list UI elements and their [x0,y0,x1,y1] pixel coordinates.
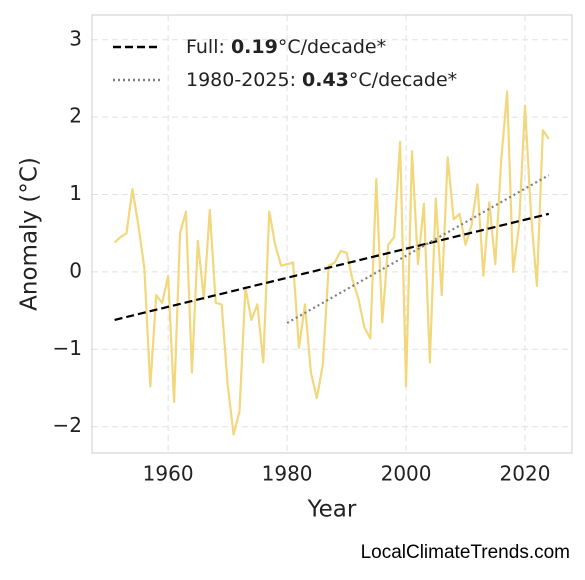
x-tick-label: 1980 [262,462,313,486]
legend-label: Full: 0.19°C/decade* [186,36,386,58]
legend-label-part: Full: [186,36,231,58]
x-axis-label: Year [307,497,357,523]
y-tick-label: 3 [69,26,82,50]
legend-label-part: °C/decade* [278,36,386,58]
data-line [113,90,550,436]
credit: LocalClimateTrends.com [361,542,570,563]
y-tick-label: −2 [53,413,82,437]
y-tick-label: 2 [69,104,82,128]
y-axis-label: Anomaly (°C) [17,157,43,311]
x-tick-label: 2020 [500,462,551,486]
x-tick-label: 1960 [143,462,194,486]
y-tick-label: 0 [69,258,82,282]
plot-frame [91,14,573,454]
y-tick-label: 1 [69,181,82,205]
legend-label-part: 1980-2025: [186,69,302,91]
x-tick-label: 2000 [381,462,432,486]
legend-label-part: °C/decade* [349,69,457,91]
trend-line [286,174,550,324]
y-tick-label: −1 [53,336,82,360]
legend-label-part: 0.43 [302,69,349,91]
trend-line [114,212,550,321]
legend-label-part: 0.19 [231,36,278,58]
legend-label: 1980-2025: 0.43°C/decade* [186,69,457,91]
